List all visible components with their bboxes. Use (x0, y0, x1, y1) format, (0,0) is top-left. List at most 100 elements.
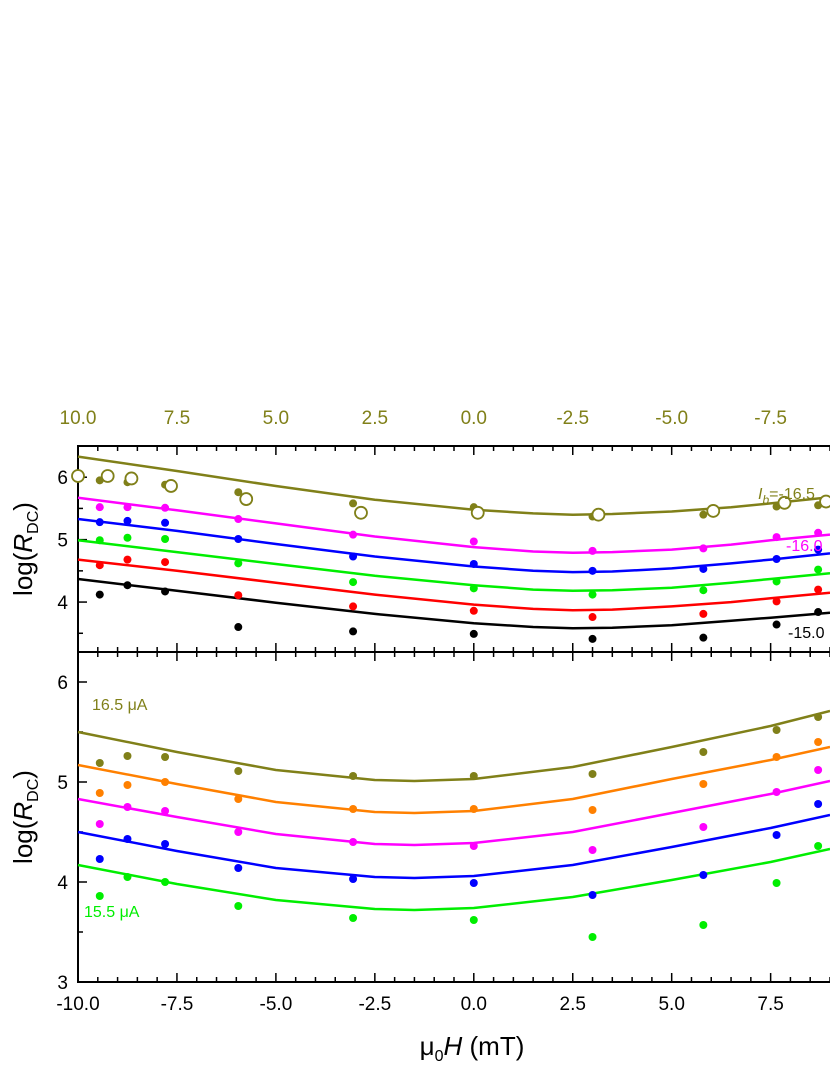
bottom-data-point (469, 916, 478, 924)
bottom-ytick-label: 5 (57, 773, 68, 794)
curve-label-150: -15.0 (788, 625, 825, 642)
open-data-point (239, 492, 254, 506)
top-data-point (699, 609, 708, 618)
bottom-fit-curve-1 (77, 745, 830, 815)
top-data-point (123, 516, 132, 525)
bottom-data-point (161, 778, 170, 786)
bottom-xtick-label: 0.0 (461, 994, 487, 1015)
top-data-point (469, 559, 478, 568)
top-data-point (699, 633, 708, 642)
bottom-data-point (161, 878, 170, 886)
open-data-point (819, 494, 830, 509)
top-data-point (349, 578, 358, 587)
bottom-data-point (699, 748, 708, 756)
top-data-point (469, 606, 478, 615)
open-data-point (124, 471, 139, 486)
bottom-panel: 3 4 5 6 log(RDC) 16.5 μA 15.5 μA -10.0 -7.5 -5.0 -… (8, 651, 830, 1065)
top-data-point (234, 591, 243, 600)
curve-label-165: 16.5 μA (92, 697, 148, 714)
bottom-ylabel: log(RDC) (8, 770, 42, 864)
bottom-data-point (772, 753, 781, 761)
top-data-point (699, 544, 708, 553)
top-xtick-label: -7.5 (754, 408, 787, 429)
top-data-point (588, 634, 597, 643)
bottom-fit-curve-4 (77, 847, 830, 912)
bottom-data-point (234, 828, 243, 836)
bottom-ytick-label: 4 (57, 873, 68, 894)
bottom-data-point (95, 855, 104, 863)
top-data-point (234, 488, 243, 497)
open-data-point (591, 507, 606, 522)
bottom-data-point (699, 921, 708, 929)
bottom-data-point (814, 842, 823, 850)
bottom-data-point (161, 840, 170, 848)
top-data-point (234, 559, 243, 568)
top-data-point (772, 577, 781, 586)
open-data-point (164, 479, 178, 493)
bottom-data-point (349, 805, 358, 813)
bottom-data-point (772, 788, 781, 796)
top-data-point (772, 533, 781, 542)
bottom-data-point (588, 770, 597, 778)
bottom-data-point (772, 726, 781, 734)
top-xtick-label: -2.5 (556, 408, 589, 429)
open-data-point (354, 505, 368, 520)
bottom-data-point (95, 789, 104, 797)
top-data-point (588, 590, 597, 599)
bottom-data-point (772, 879, 781, 887)
top-xtick-label: 2.5 (362, 408, 388, 429)
top-data-point (588, 613, 597, 622)
bottom-data-point (161, 807, 170, 815)
bottom-data-point (234, 767, 243, 775)
top-data-point (349, 530, 358, 539)
bottom-data-point (123, 835, 132, 843)
open-data-point (71, 469, 85, 483)
curve-label-155: 15.5 μA (84, 904, 140, 921)
top-data-point (772, 554, 781, 563)
bottom-data-point (234, 795, 243, 803)
bottom-data-point (349, 772, 358, 780)
bottom-fit-curve-2 (77, 779, 830, 847)
bottom-data-point (123, 752, 132, 760)
top-xtick-label: -5.0 (655, 408, 688, 429)
bottom-xlabel: μ0H (mT) (420, 1031, 525, 1065)
top-xtick-label: 0.0 (461, 408, 487, 429)
top-data-point (95, 561, 104, 570)
open-data-point (100, 469, 115, 483)
top-data-point (123, 581, 132, 590)
top-data-point (469, 584, 478, 593)
top-data-point (95, 536, 104, 545)
bottom-data-point (699, 823, 708, 831)
top-fit-curve-0 (77, 455, 830, 516)
top-data-point (814, 528, 823, 537)
top-data-point (814, 565, 823, 574)
top-data-point (469, 537, 478, 546)
bottom-data-point (123, 873, 132, 881)
top-data-point (234, 515, 243, 524)
curve-label-ib: Ib=-16.5 (758, 486, 815, 507)
open-data-point (706, 504, 721, 518)
top-data-point (814, 585, 823, 594)
top-data-point (161, 503, 170, 512)
bottom-data-point (588, 891, 597, 899)
bottom-ytick-label: 6 (57, 673, 68, 694)
bottom-xtick-label: 2.5 (560, 994, 586, 1015)
bottom-data-point (161, 753, 170, 761)
bottom-data-point (469, 879, 478, 887)
top-data-point (349, 627, 358, 636)
top-fit-curve-5 (77, 577, 830, 630)
top-data-point (588, 566, 597, 575)
bottom-data-point (588, 933, 597, 941)
top-ylabel: log(RDC) (8, 502, 42, 596)
top-data-point (349, 552, 358, 561)
bottom-fit-curve-0 (77, 709, 830, 783)
bottom-data-point (349, 914, 358, 922)
bottom-data-point (123, 781, 132, 789)
top-ytick-label: 6 (57, 468, 68, 489)
top-data-point (234, 623, 243, 632)
top-data-point (161, 518, 170, 527)
top-data-point (814, 545, 823, 554)
bottom-data-point (349, 838, 358, 846)
bottom-data-point (814, 738, 823, 746)
